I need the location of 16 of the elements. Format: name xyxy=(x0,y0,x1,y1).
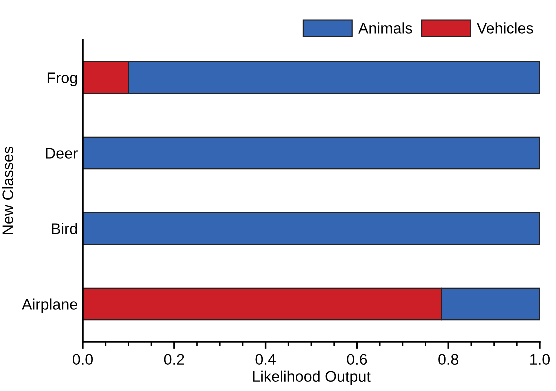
legend-label: Animals xyxy=(358,22,412,34)
y-tick-label: Airplane xyxy=(22,298,78,313)
bar xyxy=(83,136,540,170)
bar xyxy=(83,212,540,246)
y-tick-label: Bird xyxy=(52,223,78,234)
y-tick-label: Frog xyxy=(48,72,78,86)
x-tick-label: 0.8 xyxy=(438,354,459,366)
x-axis-title: Likelihood Output xyxy=(253,370,371,386)
x-tick-label: 0.0 xyxy=(72,354,94,366)
x-tick-label: 0.4 xyxy=(256,354,276,366)
legend-label: Vehicles xyxy=(477,22,534,34)
y-axis-title: New Classes xyxy=(2,146,14,234)
y-tick-label: Deer xyxy=(46,148,78,159)
x-tick-label: 0.2 xyxy=(164,354,184,366)
x-tick-label: 1.0 xyxy=(530,354,550,366)
x-tick-label: 0.6 xyxy=(347,354,368,366)
